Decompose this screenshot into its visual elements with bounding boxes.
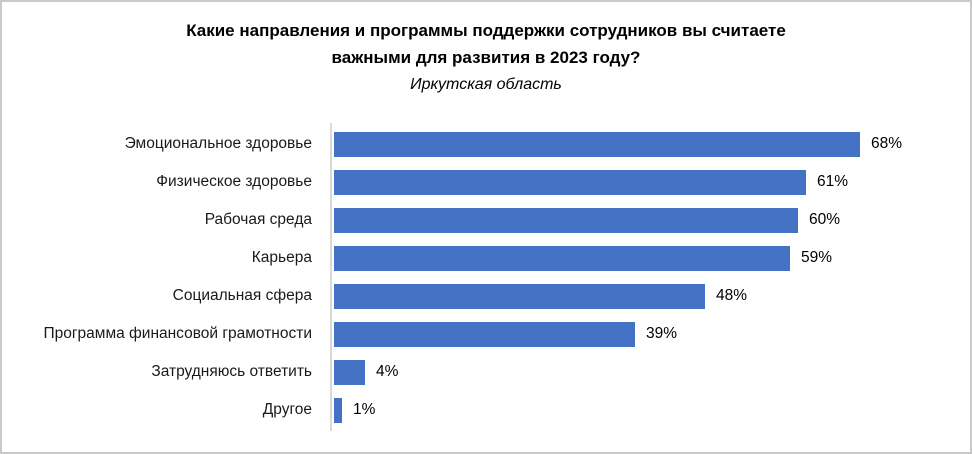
bar-track: 61% <box>334 163 848 201</box>
bar-track: 60% <box>334 201 840 239</box>
category-axis-line <box>330 123 332 431</box>
bar <box>334 131 860 157</box>
bar <box>334 397 342 423</box>
chart-title-line-2: важными для развития в 2023 году? <box>331 48 641 67</box>
category-label: Программа финансовой грамотности <box>43 325 312 342</box>
value-label: 68% <box>871 135 903 152</box>
value-label: 39% <box>646 325 678 342</box>
chart-title-line-1: Какие направления и программы поддержки … <box>186 21 786 40</box>
bar <box>334 359 365 385</box>
bar <box>334 283 705 309</box>
bar-row: Другое 1% <box>2 391 970 429</box>
bar-track: 68% <box>334 125 902 163</box>
category-label: Рабочая среда <box>204 211 312 228</box>
bar-track: 4% <box>334 353 398 391</box>
category-label: Карьера <box>251 249 312 266</box>
bar-row: Программа финансовой грамотности 39% <box>2 315 970 353</box>
bar-row: Затрудняюсь ответить 4% <box>2 353 970 391</box>
bar-row: Социальная сфера 48% <box>2 277 970 315</box>
plot-area: Эмоциональное здоровье 68% Физическое здор… <box>2 123 970 431</box>
value-label: 48% <box>716 287 748 304</box>
bar <box>334 169 806 195</box>
category-label: Затрудняюсь ответить <box>151 363 312 380</box>
value-label: 59% <box>801 249 833 266</box>
category-label: Социальная сфера <box>172 287 312 304</box>
bar-row: Физическое здоровье 61% <box>2 163 970 201</box>
value-label: 60% <box>809 211 841 228</box>
value-label: 1% <box>353 401 376 418</box>
category-label: Физическое здоровье <box>156 173 312 190</box>
value-label: 4% <box>376 363 399 380</box>
bar <box>334 245 790 271</box>
bar <box>334 321 635 347</box>
bar-track: 39% <box>334 315 677 353</box>
category-label: Другое <box>262 401 312 418</box>
bar-row: Карьера 59% <box>2 239 970 277</box>
bar-track: 48% <box>334 277 747 315</box>
bar-row: Рабочая среда 60% <box>2 201 970 239</box>
bar-row: Эмоциональное здоровье 68% <box>2 125 970 163</box>
bar <box>334 207 798 233</box>
bar-track: 1% <box>334 391 375 429</box>
chart-subtitle: Иркутская область <box>410 76 562 93</box>
chart-title: Какие направления и программы поддержки … <box>2 2 970 71</box>
category-label: Эмоциональное здоровье <box>124 135 312 152</box>
bar-track: 59% <box>334 239 832 277</box>
value-label: 61% <box>817 173 849 190</box>
